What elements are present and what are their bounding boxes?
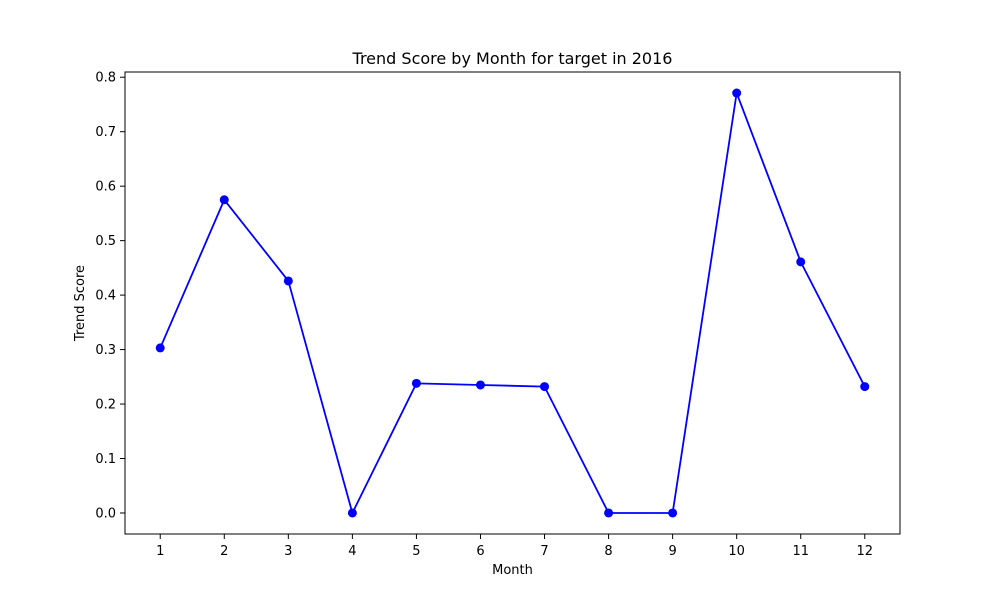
data-point bbox=[604, 508, 614, 518]
data-point bbox=[796, 257, 806, 267]
data-point bbox=[155, 343, 165, 353]
series-line bbox=[159, 92, 866, 514]
y-tick-label: 0.3 bbox=[95, 343, 116, 358]
x-tick-label: 9 bbox=[668, 544, 676, 559]
x-tick-label: 5 bbox=[412, 544, 420, 559]
x-tick-label: 3 bbox=[284, 544, 292, 559]
y-tick-label: 0.5 bbox=[95, 234, 116, 249]
data-point bbox=[860, 382, 870, 392]
x-tick-label: 2 bbox=[220, 544, 228, 559]
y-tick-label: 0.0 bbox=[95, 506, 116, 521]
x-axis: 1 2 3 4 5 6 7 8 9 10 11 12 bbox=[156, 534, 873, 559]
plot-area-frame bbox=[124, 71, 901, 535]
y-tick-label: 0.6 bbox=[95, 180, 116, 195]
data-point bbox=[411, 378, 421, 388]
data-point bbox=[475, 380, 485, 390]
x-tick-label: 12 bbox=[856, 544, 873, 559]
chart-title: Trend Score by Month for target in 2016 bbox=[352, 49, 673, 68]
y-tick-label: 0.4 bbox=[95, 289, 116, 304]
y-tick-label: 0.8 bbox=[95, 71, 116, 86]
data-point bbox=[732, 88, 742, 98]
data-point bbox=[283, 276, 293, 286]
x-tick-label: 11 bbox=[792, 544, 809, 559]
series-layer bbox=[155, 88, 870, 518]
y-tick-label: 0.2 bbox=[95, 398, 116, 413]
y-tick-label: 0.7 bbox=[95, 125, 116, 140]
y-tick-label: 0.1 bbox=[95, 452, 116, 467]
data-point bbox=[668, 508, 678, 518]
x-tick-label: 6 bbox=[476, 544, 484, 559]
x-tick-label: 8 bbox=[604, 544, 612, 559]
x-tick-label: 7 bbox=[540, 544, 548, 559]
y-axis-label: Trend Score bbox=[73, 265, 88, 342]
data-point bbox=[540, 382, 550, 392]
data-point bbox=[347, 508, 357, 518]
data-point bbox=[219, 195, 229, 205]
x-axis-label: Month bbox=[492, 563, 533, 578]
x-tick-label: 1 bbox=[156, 544, 164, 559]
x-tick-label: 4 bbox=[348, 544, 356, 559]
x-tick-label: 10 bbox=[728, 544, 745, 559]
y-axis: 0.0 0.1 0.2 0.3 0.4 0.5 0.6 0.7 0.8 bbox=[95, 71, 125, 521]
